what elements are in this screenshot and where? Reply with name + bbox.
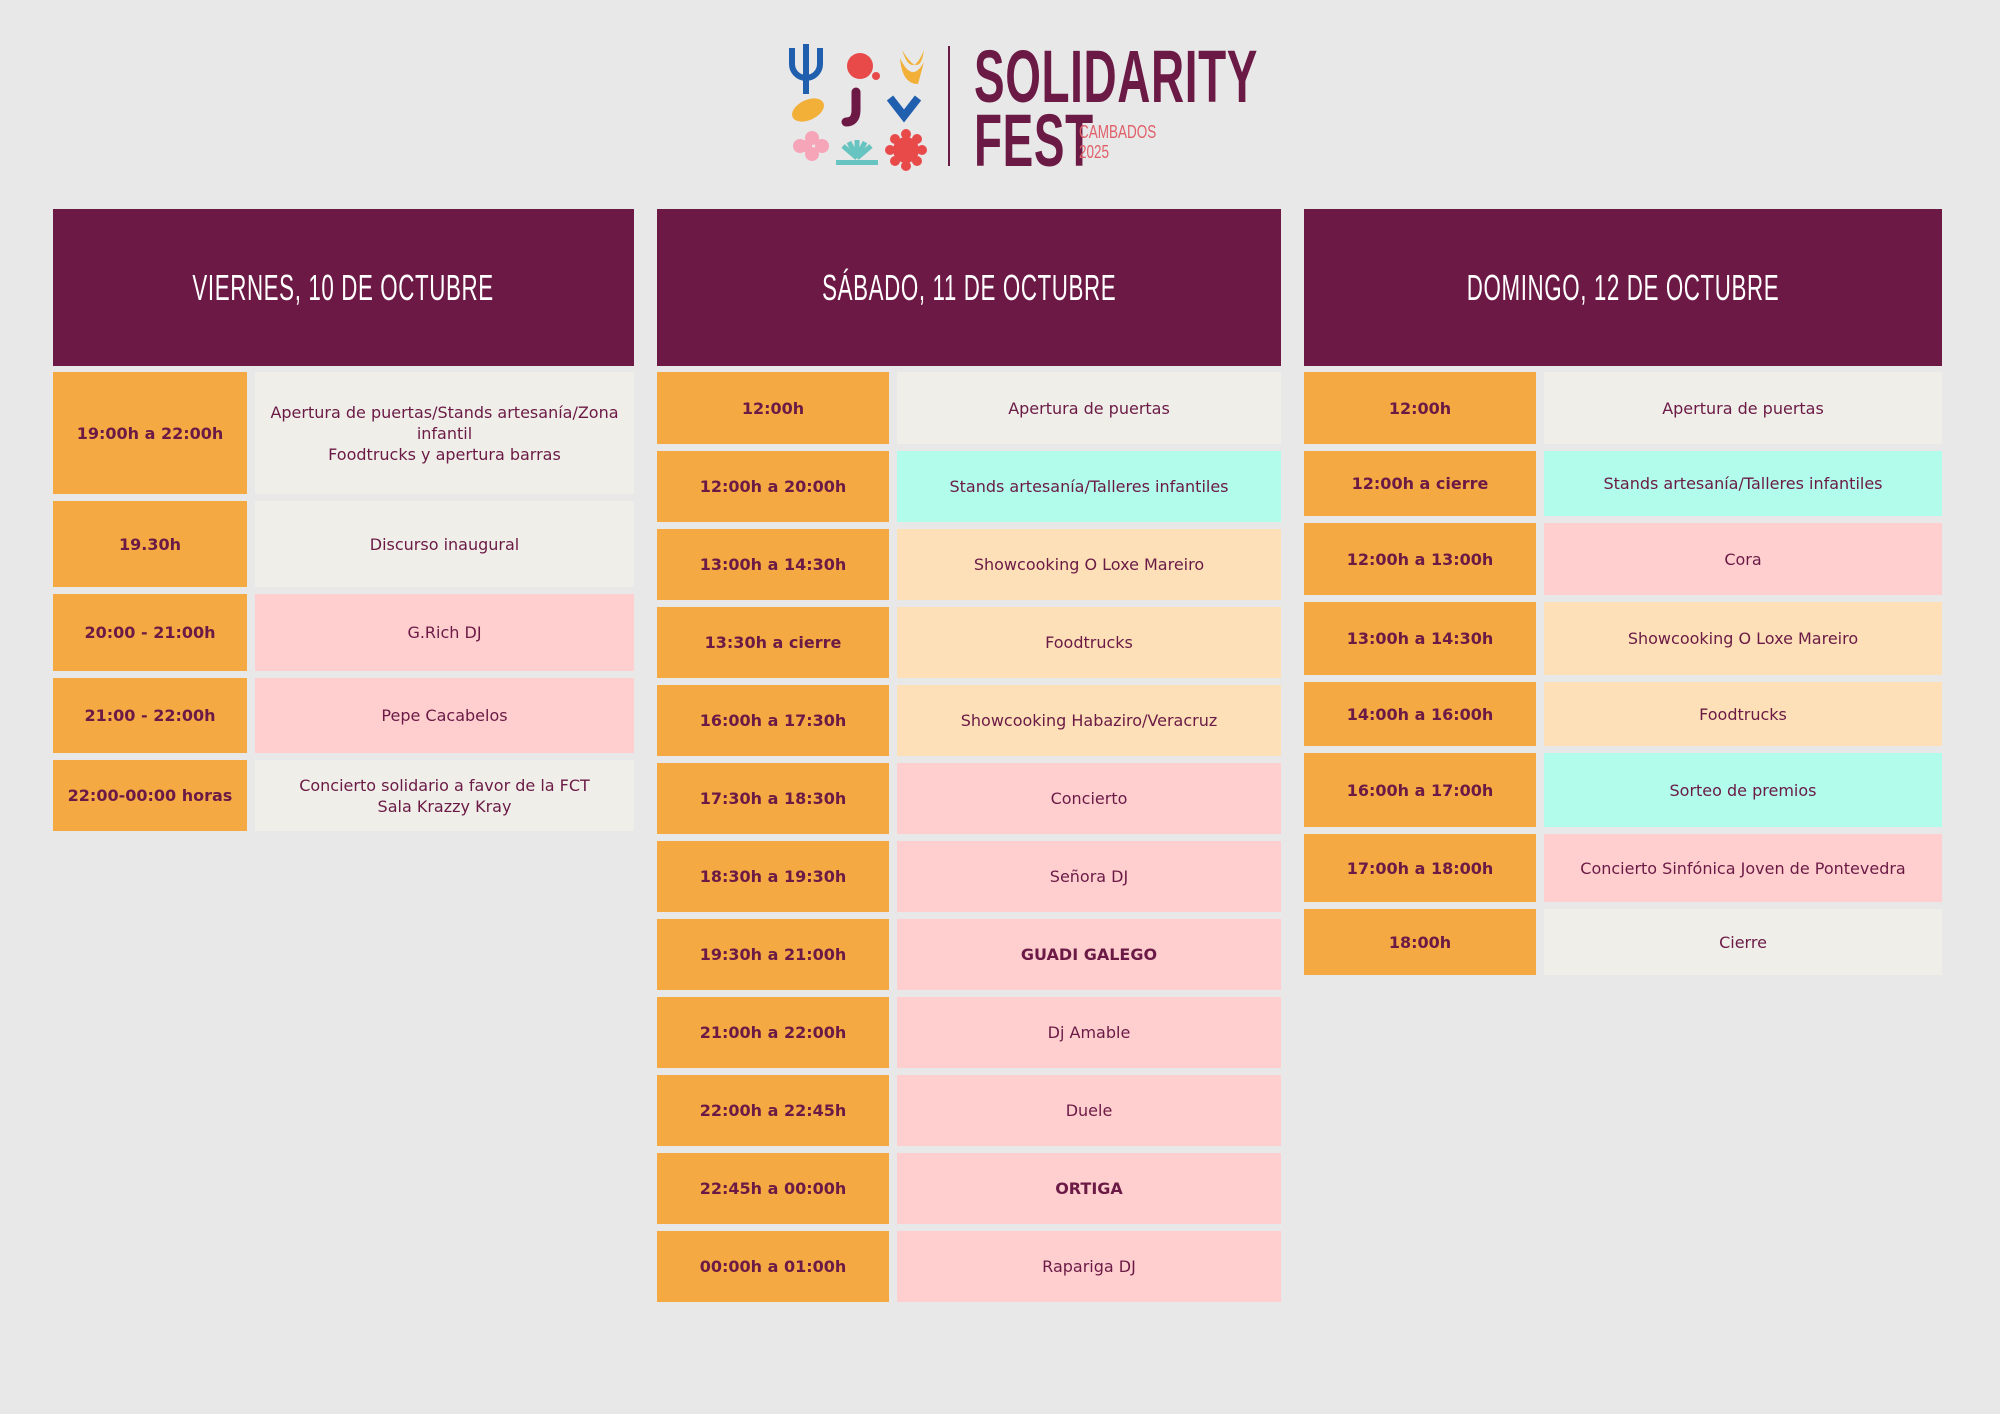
event-time: 16:00h a 17:00h [1304,753,1536,827]
logo-shapes-icon [789,44,927,171]
event-activity: Rapariga DJ [897,1231,1281,1302]
event-time: 20:00 - 21:00h [53,594,247,671]
schedule-row: 13:00h a 14:30h Showcooking O Loxe Mareir… [657,529,1281,600]
event-activity: Concierto Sinfónica Joven de Pontevedra [1544,834,1942,902]
event-time: 18:00h [1304,909,1536,975]
logo-place: CAMBADOS [1079,122,1157,142]
schedule-row: 19.30h Discurso inaugural [53,501,634,587]
schedule-row: 14:00h a 16:00h Foodtrucks [1304,682,1942,746]
event-activity: Pepe Cacabelos [255,678,634,753]
event-time: 18:30h a 19:30h [657,841,889,912]
event-activity: Duele [897,1075,1281,1146]
logo-word-solidarity: SOLIDARITY [974,35,1259,118]
solidarity-fest-logo: SOLIDARITY FEST CAMBADOS 2025 [786,40,1257,178]
event-activity: Cierre [1544,909,1942,975]
event-time: 21:00h a 22:00h [657,997,889,1068]
schedule-row: 16:00h a 17:00h Sorteo de premios [1304,753,1942,827]
day-title: DOMINGO, 12 DE OCTUBRE [1466,266,1780,308]
event-time: 12:00h a 20:00h [657,451,889,522]
event-activity: Stands artesanía/Talleres infantiles [897,451,1281,522]
event-time: 00:00h a 01:00h [657,1231,889,1302]
event-time: 13:00h a 14:30h [1304,602,1536,675]
schedule-list: 12:00h Apertura de puertas 12:00h a 20:00h… [657,372,1281,1302]
event-time: 17:00h a 18:00h [1304,834,1536,902]
event-activity: Stands artesanía/Talleres infantiles [1544,451,1942,516]
schedule-row: 12:00h a 13:00h Cora [1304,523,1942,595]
event-time: 21:00 - 22:00h [53,678,247,753]
schedule-row: 22:45h a 00:00h ORTIGA [657,1153,1281,1224]
schedule-row: 16:00h a 17:30h Showcooking Habaziro/Vera… [657,685,1281,756]
event-time: 12:00h [657,372,889,444]
event-activity: Dj Amable [897,997,1281,1068]
schedule-list: 19:00h a 22:00h Apertura de puertas/Stand… [53,372,634,831]
logo-divider [948,46,950,166]
event-activity: ORTIGA [897,1153,1281,1224]
schedule-row: 13:00h a 14:30h Showcooking O Loxe Mareir… [1304,602,1942,675]
event-time: 17:30h a 18:30h [657,763,889,834]
event-activity: Showcooking O Loxe Mareiro [897,529,1281,600]
schedule-row: 17:00h a 18:00h Concierto Sinfónica Joven… [1304,834,1942,902]
event-time: 13:30h a cierre [657,607,889,678]
day-column-saturday: SÁBADO, 11 DE OCTUBRE 12:00h Apertura de … [657,209,1281,1302]
event-activity: Sorteo de premios [1544,753,1942,827]
schedule-row: 12:00h a 20:00h Stands artesanía/Talleres… [657,451,1281,522]
event-time: 19:30h a 21:00h [657,919,889,990]
schedule-row: 22:00h a 22:45h Duele [657,1075,1281,1146]
event-time: 22:45h a 00:00h [657,1153,889,1224]
event-activity: Foodtrucks [1544,682,1942,746]
schedule-row: 22:00-00:00 horas Concierto solidario a f… [53,760,634,831]
schedule-row: 17:30h a 18:30h Concierto [657,763,1281,834]
event-time: 22:00-00:00 horas [53,760,247,831]
event-activity: Showcooking O Loxe Mareiro [1544,602,1942,675]
schedule-row: 18:00h Cierre [1304,909,1942,975]
event-activity: Showcooking Habaziro/Veracruz [897,685,1281,756]
event-time: 22:00h a 22:45h [657,1075,889,1146]
event-activity: Discurso inaugural [255,501,634,587]
event-activity: Apertura de puertas/Stands artesanía/Zon… [255,372,634,494]
event-time: 16:00h a 17:30h [657,685,889,756]
schedule-row: 20:00 - 21:00h G.Rich DJ [53,594,634,671]
day-header: DOMINGO, 12 DE OCTUBRE [1304,209,1942,366]
event-time: 19.30h [53,501,247,587]
event-time: 12:00h a 13:00h [1304,523,1536,595]
schedule-row: 19:00h a 22:00h Apertura de puertas/Stand… [53,372,634,494]
event-time: 14:00h a 16:00h [1304,682,1536,746]
event-time: 19:00h a 22:00h [53,372,247,494]
schedule-row: 18:30h a 19:30h Señora DJ [657,841,1281,912]
event-activity: Foodtrucks [897,607,1281,678]
schedule-row: 12:00h Apertura de puertas [1304,372,1942,444]
schedule-row: 13:30h a cierre Foodtrucks [657,607,1281,678]
event-activity: Concierto [897,763,1281,834]
logo-year: 2025 [1079,142,1110,162]
event-activity: G.Rich DJ [255,594,634,671]
event-time: 13:00h a 14:30h [657,529,889,600]
event-time: 12:00h [1304,372,1536,444]
event-activity: Apertura de puertas [897,372,1281,444]
schedule-row: 19:30h a 21:00h GUADI GALEGO [657,919,1281,990]
schedule-row: 21:00h a 22:00h Dj Amable [657,997,1281,1068]
day-title: VIERNES, 10 DE OCTUBRE [192,266,495,308]
day-title: SÁBADO, 11 DE OCTUBRE [821,266,1117,308]
event-activity: Concierto solidario a favor de la FCT Sa… [255,760,634,831]
day-column-friday: VIERNES, 10 DE OCTUBRE 19:00h a 22:00h Ap… [53,209,634,831]
day-header: VIERNES, 10 DE OCTUBRE [53,209,634,366]
event-time: 12:00h a cierre [1304,451,1536,516]
schedule-row: 12:00h a cierre Stands artesanía/Talleres… [1304,451,1942,516]
event-activity: Apertura de puertas [1544,372,1942,444]
schedule-row: 12:00h Apertura de puertas [657,372,1281,444]
schedule-row: 00:00h a 01:00h Rapariga DJ [657,1231,1281,1302]
day-column-sunday: DOMINGO, 12 DE OCTUBRE 12:00h Apertura de… [1304,209,1942,975]
schedule-row: 21:00 - 22:00h Pepe Cacabelos [53,678,634,753]
logo-word-fest: FEST [974,99,1094,182]
event-activity: Cora [1544,523,1942,595]
day-header: SÁBADO, 11 DE OCTUBRE [657,209,1281,366]
event-activity: Señora DJ [897,841,1281,912]
schedule-list: 12:00h Apertura de puertas 12:00h a cierre… [1304,372,1942,975]
event-activity: GUADI GALEGO [897,919,1281,990]
